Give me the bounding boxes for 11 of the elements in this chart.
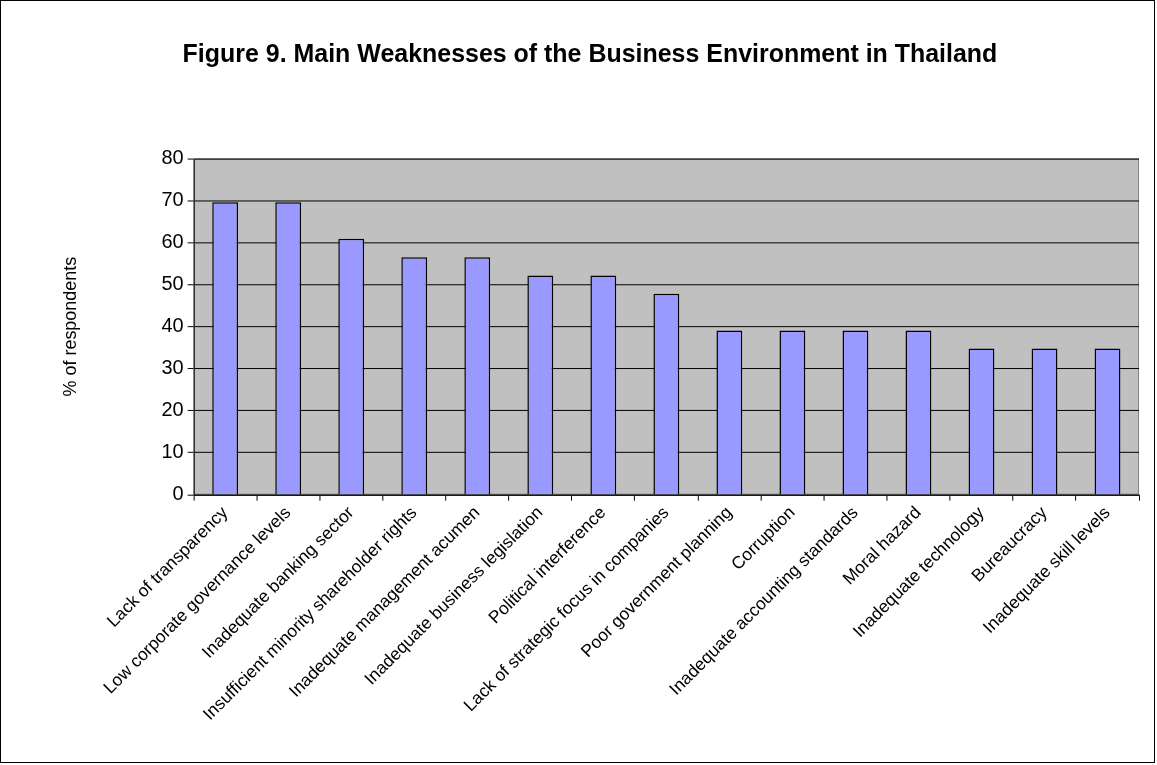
- y-tick-label: 70: [161, 188, 184, 211]
- y-tick-label: 20: [161, 398, 184, 421]
- y-tick-label: 40: [161, 314, 184, 337]
- y-tick-label: 30: [161, 356, 184, 379]
- chart-title: Figure 9. Main Weaknesses of the Business Environment in Thailand: [182, 38, 998, 67]
- y-tick-label: 10: [161, 440, 184, 463]
- y-axis-title: % of respondents: [59, 256, 80, 397]
- y-tick-label: 60: [161, 230, 184, 253]
- y-tick-label: 0: [172, 482, 184, 505]
- y-tick-label: 80: [161, 146, 184, 169]
- y-tick-label: 50: [161, 272, 184, 295]
